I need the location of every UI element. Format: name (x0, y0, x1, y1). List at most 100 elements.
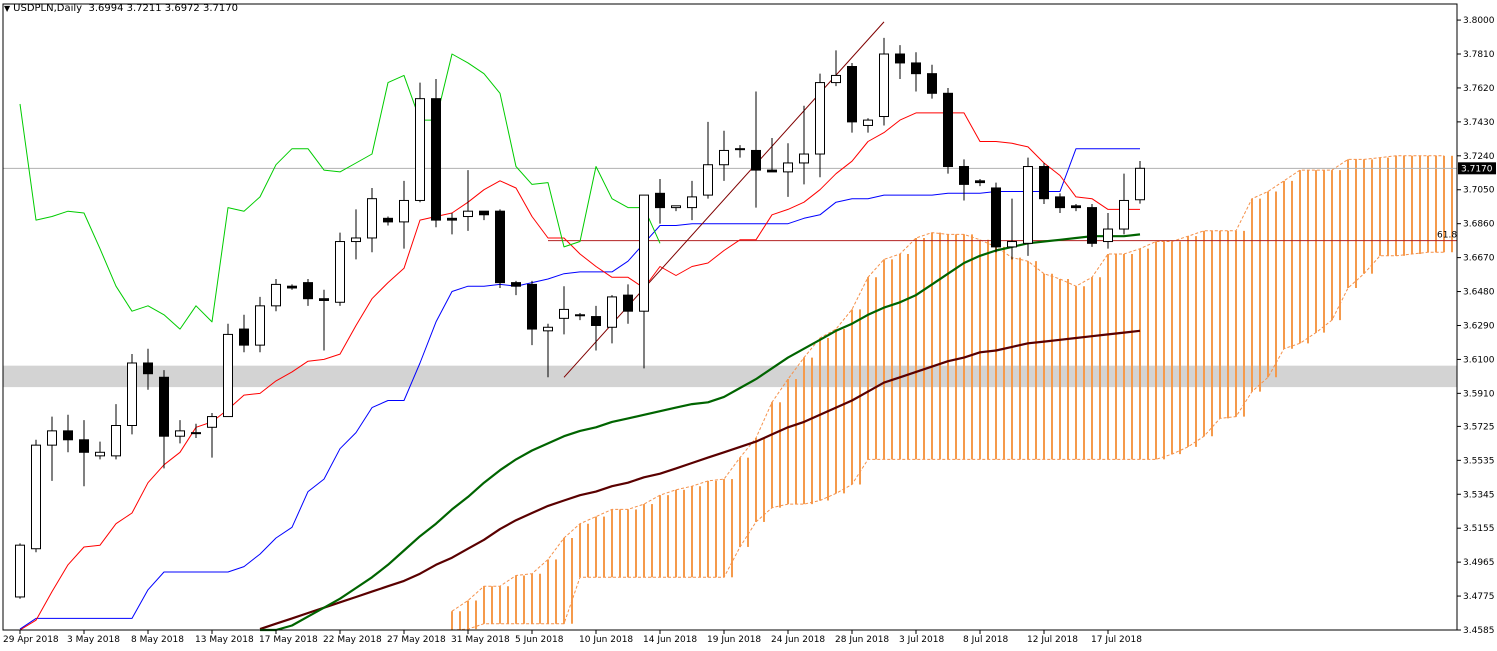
y-tick-label: 3.8000 (1463, 16, 1495, 26)
candle-bull (735, 148, 745, 151)
y-tick-label: 3.6290 (1463, 321, 1495, 331)
candle-bull (47, 430, 57, 446)
candle-bull (703, 164, 713, 196)
candle-bull (191, 432, 201, 435)
candle-bull (1023, 166, 1033, 244)
candle-bull (95, 451, 105, 457)
candle-bear (63, 430, 73, 441)
candle-bull (463, 210, 473, 218)
x-tick-label: 13 May 2018 (195, 635, 254, 645)
fibonacci-level-label: 61.8 (1437, 231, 1457, 241)
x-tick-label: 31 May 2018 (451, 635, 510, 645)
candle-bear (159, 376, 169, 437)
y-tick-label: 3.7430 (1463, 118, 1495, 128)
candle-bear (911, 62, 921, 75)
candle-bull (575, 314, 585, 317)
candle-bull (1007, 241, 1017, 248)
candle-bear (975, 180, 985, 184)
x-tick-label: 12 Jul 2018 (1027, 635, 1078, 645)
y-tick-label: 3.4775 (1463, 592, 1495, 602)
candle-bear (591, 316, 601, 326)
chart-header: ▼ USDPLN,Daily 3.6994 3.7211 3.6972 3.717… (4, 3, 238, 14)
ma-long-line (260, 233, 1141, 632)
y-tick-label: 3.5535 (1463, 456, 1495, 466)
y-tick-label: 3.4965 (1463, 558, 1495, 568)
candle-bull (799, 153, 809, 164)
y-tick-label: 3.7620 (1463, 84, 1495, 94)
ohlc-values: 3.6994 3.7211 3.6972 3.7170 (88, 3, 238, 14)
current-price-tag (1458, 162, 1496, 175)
x-tick-label: 28 Jun 2018 (835, 635, 889, 645)
trendline (563, 21, 885, 378)
candle-bear (655, 192, 665, 209)
candle-bear (767, 169, 777, 173)
x-tick-label: 24 Jun 2018 (771, 635, 825, 645)
y-tick-label: 3.6670 (1463, 254, 1495, 264)
candle-bull (351, 237, 361, 243)
candle-bull (879, 53, 889, 118)
candle-bear (959, 166, 969, 185)
x-tick-label: 27 May 2018 (387, 635, 446, 645)
chikou-span-line (19, 53, 661, 330)
candle-bear (1055, 196, 1065, 209)
candle-bull (719, 149, 729, 166)
candle-bear (287, 285, 297, 289)
symbol-label: USDPLN,Daily (13, 3, 83, 14)
candle-bear (991, 187, 1001, 248)
x-tick-label: 14 Jun 2018 (643, 635, 697, 645)
x-tick-label: 3 May 2018 (67, 635, 120, 645)
candle-bear (927, 73, 937, 94)
kijun-sen-line (19, 148, 1140, 630)
candle-bull (31, 444, 41, 550)
candle-bull (175, 430, 185, 437)
y-tick-label: 3.5345 (1463, 490, 1495, 500)
candle-bear (319, 298, 329, 301)
y-tick-label: 3.4585 (1463, 626, 1495, 636)
candle-bear (1087, 207, 1097, 244)
candle-bear (79, 439, 89, 453)
candle-bull (111, 425, 121, 457)
y-tick-label: 3.6480 (1463, 288, 1495, 298)
chart-frame (2, 3, 1458, 631)
x-tick-label: 10 Jun 2018 (579, 635, 633, 645)
candle-bear (623, 294, 633, 312)
candle-bull (255, 305, 265, 346)
candle-bull (223, 333, 233, 418)
triangle-down-icon[interactable]: ▼ (4, 4, 11, 13)
x-tick-label: 3 Jul 2018 (899, 635, 944, 645)
candle-bull (863, 119, 873, 126)
candle-bull (15, 544, 25, 598)
candle-bear (239, 328, 249, 346)
candle-bear (431, 98, 441, 221)
candle-bear (303, 282, 313, 300)
current-price-label: 3.7170 (1461, 164, 1493, 174)
ichimoku-cloud-layer (451, 155, 1453, 631)
support-zone-band (3, 365, 1457, 388)
candle-bull (671, 205, 681, 209)
tenkan-sen-line (19, 112, 1140, 631)
candle-bull (687, 196, 697, 209)
x-tick-label: 17 May 2018 (259, 635, 318, 645)
ma-very-long-line (259, 329, 1141, 631)
y-tick-label: 3.7240 (1463, 152, 1495, 162)
senkou-span-a-line (451, 155, 1444, 612)
candle-bull (207, 416, 217, 428)
x-tick-label: 22 May 2018 (323, 635, 382, 645)
x-tick-label: 8 Jul 2018 (963, 635, 1008, 645)
x-tick-label: 29 Apr 2018 (3, 635, 59, 645)
candle-bull (335, 241, 345, 303)
candle-bull (559, 308, 569, 319)
x-tick-label: 8 May 2018 (131, 635, 184, 645)
candles-layer (15, 37, 1145, 599)
x-tick-label: 17 Jul 2018 (1091, 635, 1142, 645)
x-tick-label: 19 Jun 2018 (707, 635, 761, 645)
time-axis: 29 Apr 2018 3 May 2018 8 May 2018 13 May 20… (3, 630, 1142, 645)
candle-bear (447, 217, 457, 221)
candle-bull (271, 283, 281, 307)
senkou-span-b-line (451, 251, 1444, 631)
candle-bear (527, 283, 537, 330)
y-tick-label: 3.5155 (1463, 524, 1495, 534)
candle-bull (783, 162, 793, 173)
